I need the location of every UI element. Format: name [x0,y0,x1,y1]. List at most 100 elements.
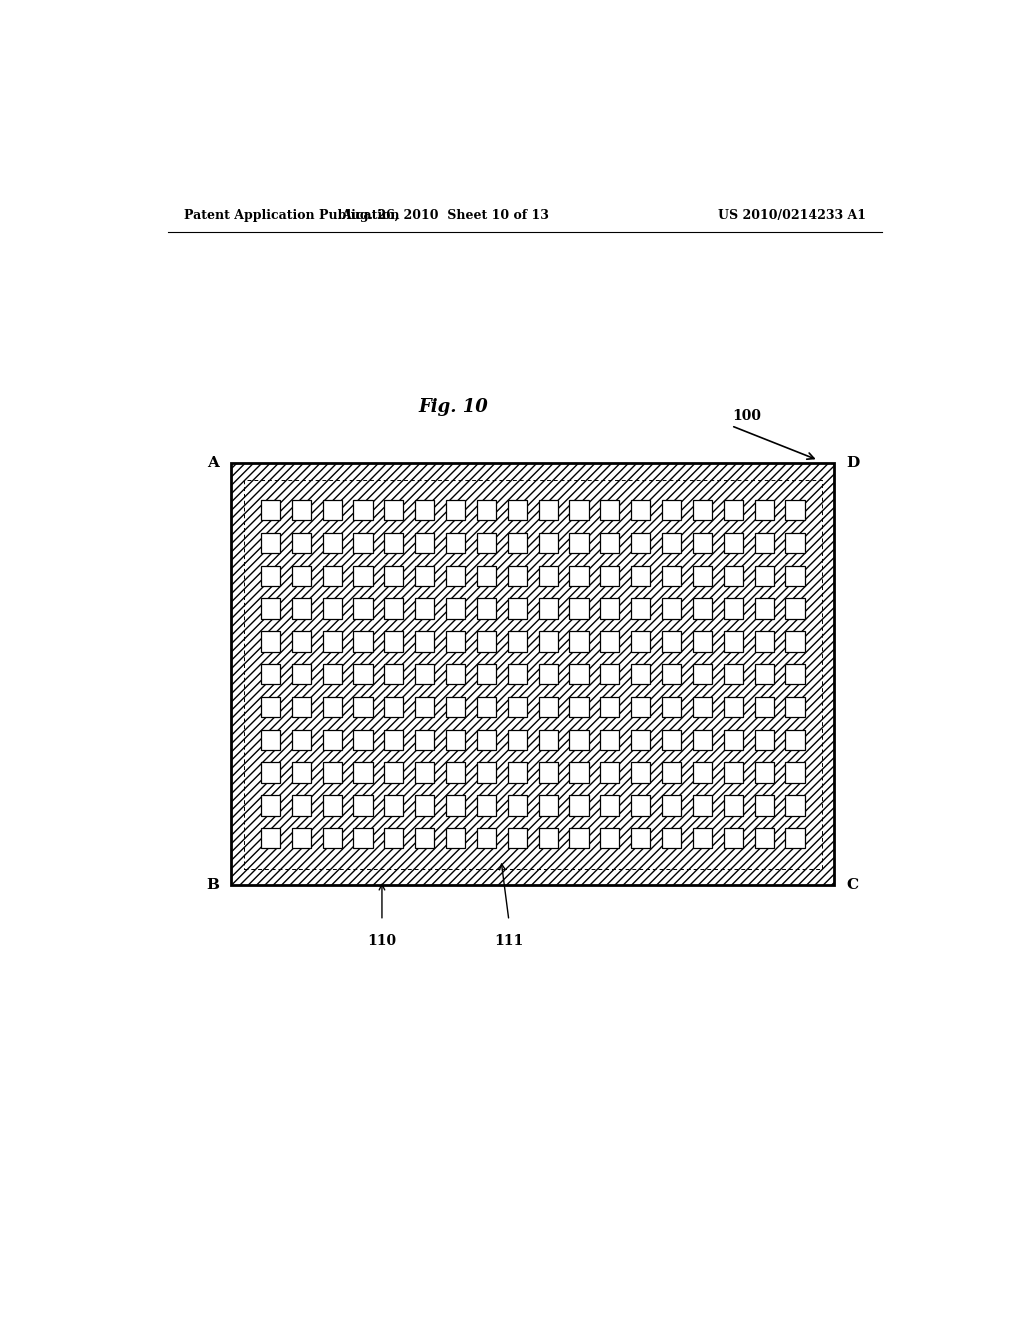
Bar [755,598,774,619]
Bar [569,631,589,652]
Text: Fig. 10: Fig. 10 [419,399,488,416]
Bar [755,664,774,684]
Bar [261,664,280,684]
Bar [292,664,311,684]
Bar [446,533,465,553]
Bar [539,664,558,684]
Bar [693,664,712,684]
Bar [446,631,465,652]
Bar [724,730,742,750]
Bar [693,730,712,750]
Bar [785,566,805,586]
Bar [693,566,712,586]
Bar [755,795,774,816]
Bar [539,763,558,783]
Bar [384,598,403,619]
Bar [600,566,620,586]
Bar [384,533,403,553]
Bar [261,828,280,849]
Bar [569,598,589,619]
Bar [785,697,805,717]
Bar [755,697,774,717]
Bar [785,631,805,652]
Bar [384,828,403,849]
Bar [693,598,712,619]
Bar [292,566,311,586]
Text: 111: 111 [495,935,523,948]
Bar [663,730,681,750]
Bar [353,795,373,816]
Bar [663,598,681,619]
Bar [261,500,280,520]
Bar [663,500,681,520]
Text: B: B [206,878,219,892]
Bar [415,763,434,783]
Bar [353,763,373,783]
Bar [600,500,620,520]
Bar [415,566,434,586]
Bar [244,479,821,869]
Bar [323,598,342,619]
Bar [261,795,280,816]
Bar [292,598,311,619]
Bar [539,697,558,717]
Bar [724,828,742,849]
Bar [323,500,342,520]
Bar [477,828,496,849]
Bar [477,795,496,816]
Bar [415,500,434,520]
Text: D: D [846,457,859,470]
Bar [600,631,620,652]
Bar [261,631,280,652]
Bar [785,533,805,553]
Bar [600,763,620,783]
Bar [600,533,620,553]
Bar [353,664,373,684]
Text: 100: 100 [732,409,762,422]
Bar [415,598,434,619]
Bar [415,795,434,816]
Bar [292,697,311,717]
Bar [446,730,465,750]
Bar [415,533,434,553]
Text: US 2010/0214233 A1: US 2010/0214233 A1 [718,209,866,222]
Bar [569,533,589,553]
Bar [724,664,742,684]
Text: Patent Application Publication: Patent Application Publication [183,209,399,222]
Bar [539,730,558,750]
Bar [261,730,280,750]
Bar [755,533,774,553]
Bar [508,763,527,783]
Bar [323,664,342,684]
Bar [353,828,373,849]
Bar [446,795,465,816]
Bar [415,828,434,849]
Bar [292,500,311,520]
Bar [631,828,650,849]
Bar [693,631,712,652]
Bar [663,664,681,684]
Bar [600,795,620,816]
Bar [415,697,434,717]
Bar [477,566,496,586]
Bar [384,566,403,586]
Bar [724,500,742,520]
Bar [477,500,496,520]
Bar [446,664,465,684]
Bar [508,598,527,619]
Bar [292,631,311,652]
Bar [631,598,650,619]
Bar [663,795,681,816]
Bar [323,533,342,553]
Bar [292,730,311,750]
Bar [384,664,403,684]
Bar [231,463,835,886]
Bar [508,664,527,684]
Bar [323,828,342,849]
Bar [631,631,650,652]
Text: C: C [846,878,858,892]
Bar [292,795,311,816]
Bar [631,730,650,750]
Bar [785,500,805,520]
Bar [477,664,496,684]
